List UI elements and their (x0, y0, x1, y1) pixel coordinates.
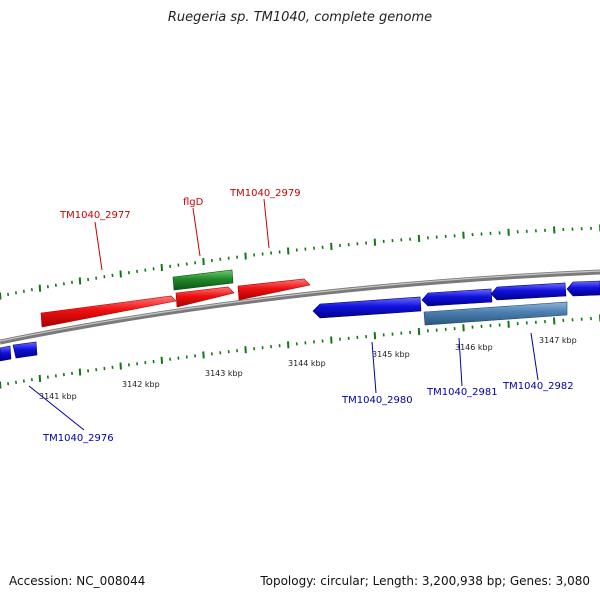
map-title: Ruegeria sp. TM1040, complete genome (167, 10, 433, 25)
genes-label: Genes: (509, 574, 552, 588)
ruler-label-3146: 3146 kbp (455, 343, 493, 352)
leader-tm1040-2981 (458, 337, 463, 387)
label-tm1040-2976[interactable]: TM1040_2976 (42, 433, 114, 444)
accession-label: Accession: (9, 574, 73, 588)
label-flgd[interactable]: flgD (183, 197, 204, 208)
ruler-label-3143: 3143 kbp (205, 369, 243, 378)
accession-value: NC_008044 (76, 574, 146, 588)
leader-tm1040-2977 (94, 221, 103, 271)
gene-tm1040-2976-left[interactable] (0, 345, 12, 362)
gene-tm1040-2979[interactable] (237, 278, 311, 301)
label-tm1040-2980[interactable]: TM1040_2980 (341, 395, 413, 406)
gene-tm1040-2981-arrow[interactable] (421, 288, 493, 307)
lower-tick-track (0, 314, 600, 389)
accession-info: Accession: NC_008044 (9, 574, 145, 588)
label-tm1040-2982[interactable]: TM1040_2982 (502, 381, 574, 392)
genome-backbone (0, 269, 600, 345)
gene-tm1040-2976[interactable] (12, 341, 38, 359)
topology-value: circular (320, 574, 365, 588)
gene-next-reverse[interactable] (566, 280, 600, 297)
length-value: 3,200,938 bp (421, 574, 502, 588)
label-tm1040-2977[interactable]: TM1040_2977 (59, 210, 131, 221)
gene-tm1040-2982[interactable] (490, 282, 567, 301)
genome-summary: Topology: circular; Length: 3,200,938 bp… (260, 574, 590, 588)
topology-label: Topology: (260, 574, 317, 588)
leader-flgd (192, 207, 201, 257)
leader-tm1040-2982 (530, 332, 539, 381)
ruler-label-3144: 3144 kbp (288, 359, 326, 368)
upper-tick-track (0, 224, 600, 300)
label-tm1040-2981[interactable]: TM1040_2981 (426, 387, 498, 398)
gene-tm1040-2977[interactable] (40, 295, 177, 328)
ruler-label-3142: 3142 kbp (122, 380, 160, 389)
ruler-label-3145: 3145 kbp (372, 350, 410, 359)
label-tm1040-2979[interactable]: TM1040_2979 (229, 188, 301, 199)
ruler-label-3141: 3141 kbp (39, 392, 77, 401)
length-label: Length: (372, 574, 419, 588)
genes-value: 3,080 (555, 574, 590, 588)
ruler-label-3147: 3147 kbp (539, 336, 577, 345)
leader-tm1040-2980 (371, 341, 377, 394)
leader-tm1040-2979 (263, 198, 270, 249)
feature-flgd[interactable] (172, 269, 234, 291)
gene-flgd-arrow[interactable] (175, 286, 235, 308)
feature-tm1040-2981[interactable] (423, 301, 568, 326)
genome-backbone-highlight (0, 270, 600, 342)
leader-tm1040-2976 (28, 385, 85, 431)
gene-tm1040-2980[interactable] (312, 296, 422, 319)
